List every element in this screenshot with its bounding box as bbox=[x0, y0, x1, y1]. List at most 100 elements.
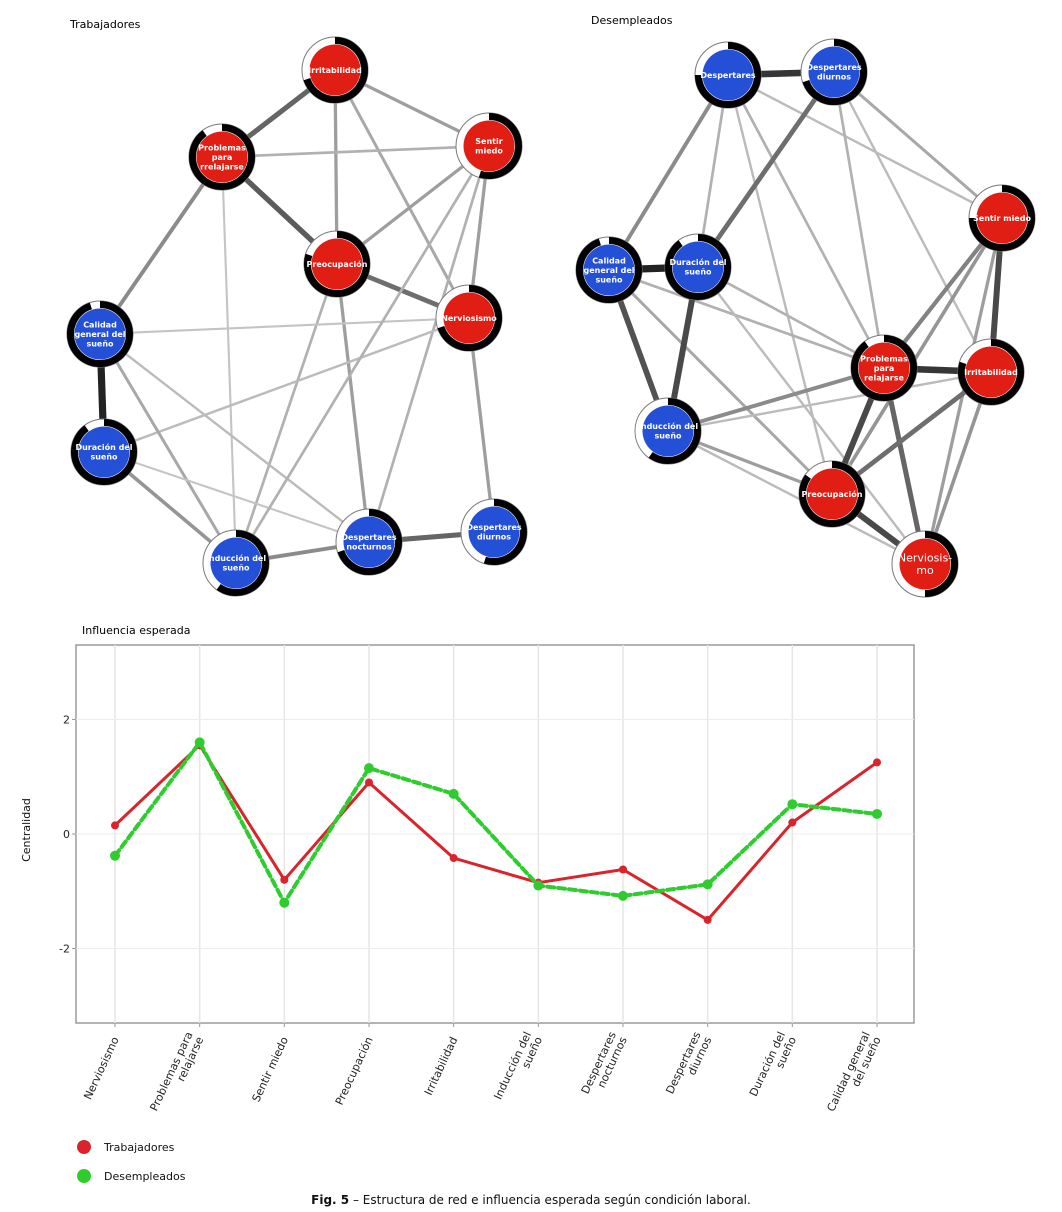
network-node-prob: Problemas para relajarse bbox=[850, 334, 918, 402]
y-tick-label: 2 bbox=[63, 713, 70, 726]
network-node-nerv: Nerviosismo bbox=[435, 284, 503, 352]
network-node-prob: Problemas para rrelajarse bbox=[188, 123, 256, 191]
network-node-ind: Inducción del sueño bbox=[634, 397, 702, 465]
network-node-irr: Irritabilidad bbox=[301, 36, 369, 104]
data-point-trabajadores bbox=[449, 854, 458, 863]
network-edge bbox=[666, 429, 927, 566]
legend-label-desempleados: Desempleados bbox=[104, 1170, 186, 1183]
grid bbox=[76, 645, 914, 1023]
network-node-cal: Calidad general del sueño bbox=[66, 300, 134, 368]
network-title-trabajadores: Trabajadores bbox=[69, 18, 141, 31]
influence-chart: Influencia esperada 2 0 -2 Centralidad Ner… bbox=[20, 624, 915, 1118]
network-node-ind: Inducción del sueño bbox=[202, 529, 270, 597]
data-point-trabajadores bbox=[873, 758, 881, 767]
caption-text: – Estructura de red e influencia esperad… bbox=[349, 1193, 751, 1207]
node-fill bbox=[858, 342, 910, 394]
network-edge bbox=[467, 316, 496, 534]
x-category-label: Nerviosismo bbox=[81, 1035, 122, 1102]
x-category-label: Calidad generaldel sueño bbox=[824, 1029, 883, 1118]
node-centrality-arc bbox=[969, 185, 1035, 251]
node-centrality-arc bbox=[576, 237, 642, 303]
data-point-trabajadores bbox=[703, 915, 712, 924]
node-centrality-arc bbox=[799, 461, 865, 527]
x-category-label: Inducción delsueño bbox=[491, 1029, 545, 1106]
data-point-desempleados bbox=[872, 808, 882, 819]
network-trabajadores: Trabajadores Irritabilidad Problemas para r… bbox=[66, 18, 528, 597]
network-edge bbox=[98, 316, 471, 336]
node-centrality-arc bbox=[851, 335, 917, 401]
series-line-trabajadores bbox=[113, 743, 879, 922]
x-axis-labels: Nerviosismo Problemas pararelajarse Sentir… bbox=[81, 1029, 884, 1118]
network-node-miedo: Sentir miedo bbox=[968, 184, 1036, 252]
network-node-desp: Despertares bbox=[694, 41, 762, 109]
network-title-desempleados: Desempleados bbox=[591, 14, 673, 27]
node-centrality-arc bbox=[71, 419, 137, 485]
x-category-label: Sentir miedo bbox=[250, 1035, 292, 1105]
node-fill bbox=[702, 49, 754, 101]
network-edge bbox=[726, 73, 886, 370]
network-edge bbox=[234, 144, 491, 565]
network-edge bbox=[726, 73, 834, 496]
network-edge bbox=[333, 68, 471, 320]
network-edge bbox=[367, 144, 491, 544]
network-node-diur: Despertares diurnos bbox=[460, 498, 528, 566]
node-fill bbox=[210, 537, 262, 589]
node-label: Irritabilidad bbox=[964, 368, 1018, 377]
network-node-noct: Despertares nocturnos bbox=[335, 508, 403, 576]
node-fill bbox=[463, 120, 515, 172]
node-centrality-arc bbox=[665, 234, 731, 300]
legend-label-trabajadores: Trabajadores bbox=[103, 1141, 175, 1154]
node-centrality-arc bbox=[924, 531, 958, 597]
y-tick-label: 0 bbox=[63, 828, 70, 841]
node-label: Preocupación bbox=[802, 489, 863, 499]
legend-swatch-desempleados bbox=[77, 1169, 91, 1183]
x-category-label: Irritabilidad bbox=[422, 1035, 460, 1098]
node-centrality-arc bbox=[695, 42, 761, 108]
network-edge bbox=[335, 262, 371, 544]
network-edge bbox=[607, 268, 886, 370]
node-label: Sentir miedo bbox=[973, 214, 1031, 223]
network-node-preo: Preocupación bbox=[303, 230, 371, 298]
data-point-desempleados bbox=[702, 879, 713, 890]
series-line-desempleados bbox=[113, 740, 879, 905]
node-label: Sentir miedo bbox=[475, 137, 503, 156]
node-fill bbox=[309, 44, 361, 96]
data-point-desempleados bbox=[533, 880, 544, 891]
node-fill bbox=[808, 46, 860, 98]
network-edge bbox=[607, 73, 730, 272]
x-category-label: Despertaresdiurnos bbox=[663, 1029, 714, 1101]
node-label: Despertares diurnos bbox=[466, 523, 522, 542]
network-edge bbox=[696, 265, 927, 566]
data-point-desempleados bbox=[279, 897, 290, 908]
network-node-cal: Calidad general del sueño bbox=[575, 236, 643, 304]
node-fill bbox=[965, 346, 1017, 398]
node-fill bbox=[443, 292, 495, 344]
node-fill bbox=[583, 244, 635, 296]
x-category-label: Preocupación bbox=[333, 1035, 376, 1107]
node-label: Inducción del sueño bbox=[206, 553, 266, 573]
network-edge bbox=[923, 370, 993, 566]
node-label: Problemas para relajarse bbox=[860, 354, 908, 382]
network-desempleados: Desempleados Despertares Despertares diurn… bbox=[575, 14, 1036, 598]
node-centrality-arc bbox=[648, 398, 701, 464]
node-label: Nerviosismo bbox=[441, 314, 497, 323]
network-edge bbox=[832, 70, 993, 374]
node-fill bbox=[899, 538, 951, 590]
node-label: Despertares nocturnos bbox=[341, 533, 397, 552]
node-label: Calidad general del sueño bbox=[74, 320, 125, 348]
data-point-trabajadores bbox=[365, 778, 373, 787]
node-label: Nerviosis-mo bbox=[898, 552, 952, 578]
data-point-desempleados bbox=[110, 850, 120, 861]
network-edge bbox=[696, 265, 886, 370]
data-point-trabajadores bbox=[111, 821, 119, 830]
figure-caption: Fig. 5 – Estructura de red e influencia … bbox=[311, 1193, 751, 1207]
node-fill bbox=[806, 468, 858, 520]
network-node-preo: Preocupación bbox=[798, 460, 866, 528]
x-category-label: Problemas pararelajarse bbox=[147, 1029, 206, 1118]
node-fill bbox=[976, 192, 1028, 244]
y-axis-title: Centralidad bbox=[20, 798, 33, 862]
node-centrality-arc bbox=[483, 499, 527, 565]
network-node-diur: Despertares diurnos bbox=[800, 38, 868, 106]
network-edge bbox=[220, 144, 491, 159]
